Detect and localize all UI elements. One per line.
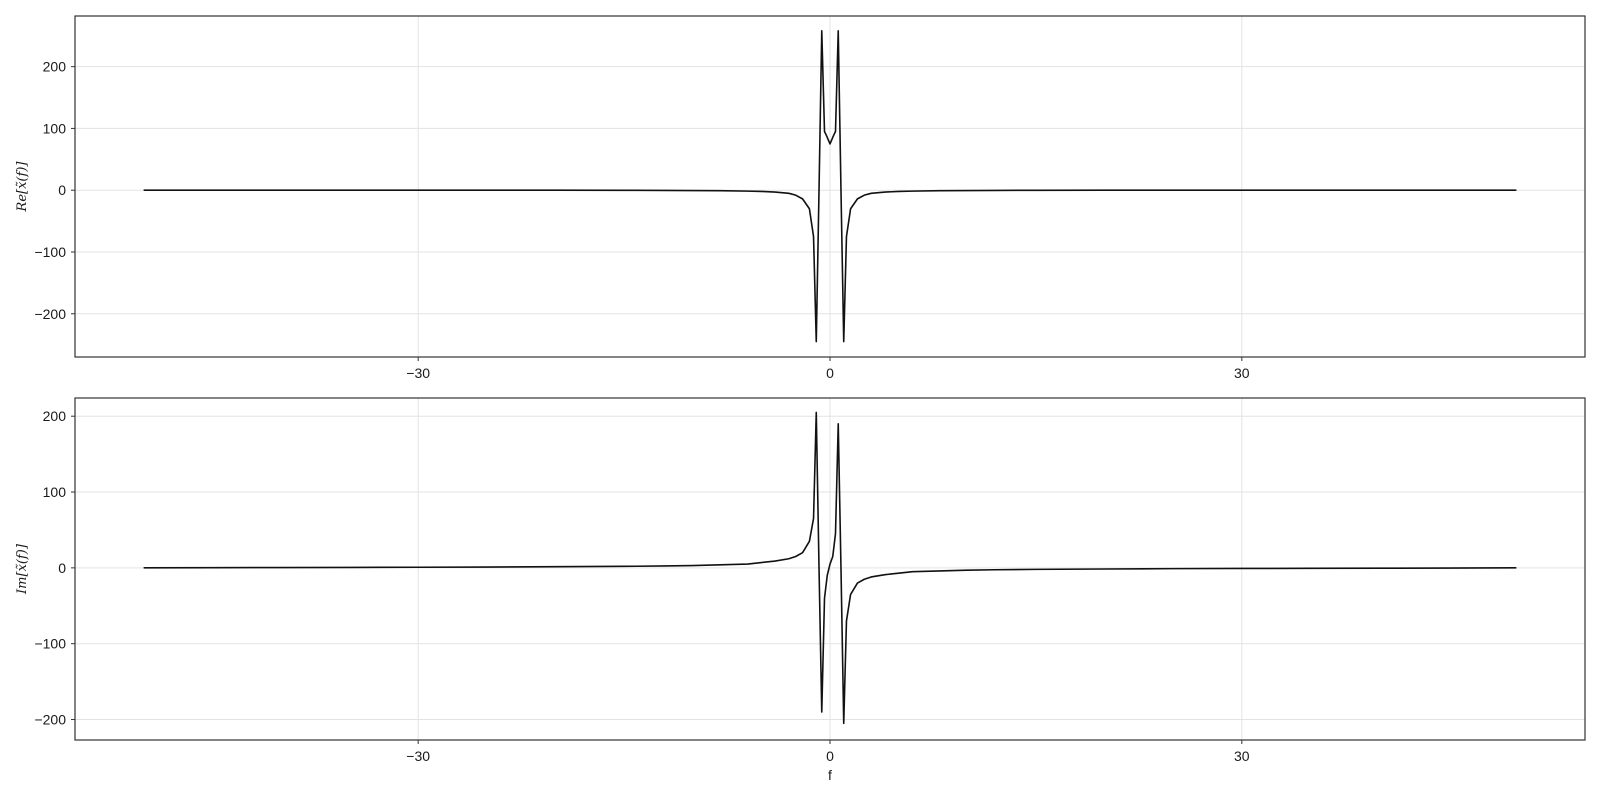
im-panel: −30 0 30 −200 −100 0 100 200 Im[x̃(f)] f: [15, 397, 1586, 783]
re-y-tick-label-1: −100: [34, 244, 66, 260]
re-y-tick-label-2: 0: [58, 182, 66, 198]
re-y-tick-label-0: −200: [34, 306, 66, 322]
im-y-tick-label-4: 200: [43, 408, 67, 424]
im-y-tick-label-1: −100: [34, 636, 66, 652]
im-y-axis-label: Im[x̃(f)]: [15, 543, 30, 595]
re-panel: −30 0 30 −200 −100 0 100 200 Re[x̃(f)]: [15, 15, 1586, 381]
re-x-tick-label-1: 0: [826, 365, 834, 381]
im-x-tick-label-2: 30: [1234, 748, 1250, 764]
re-y-tick-label-4: 200: [43, 59, 67, 75]
re-y-axis-label: Re[x̃(f)]: [15, 161, 30, 213]
re-y-tick-label-3: 100: [43, 120, 67, 136]
im-x-tick-label-1: 0: [826, 748, 834, 764]
im-series-line-0: [143, 411, 1517, 725]
re-x-tick-label-0: −30: [406, 365, 430, 381]
im-x-axis-label: f: [828, 767, 832, 783]
im-y-tick-label-2: 0: [58, 560, 66, 576]
im-y-tick-label-3: 100: [43, 484, 67, 500]
re-x-tick-label-2: 30: [1234, 365, 1250, 381]
re-series-line-0: [143, 30, 1517, 343]
im-y-tick-label-0: −200: [34, 712, 66, 728]
im-x-tick-label-0: −30: [406, 748, 430, 764]
